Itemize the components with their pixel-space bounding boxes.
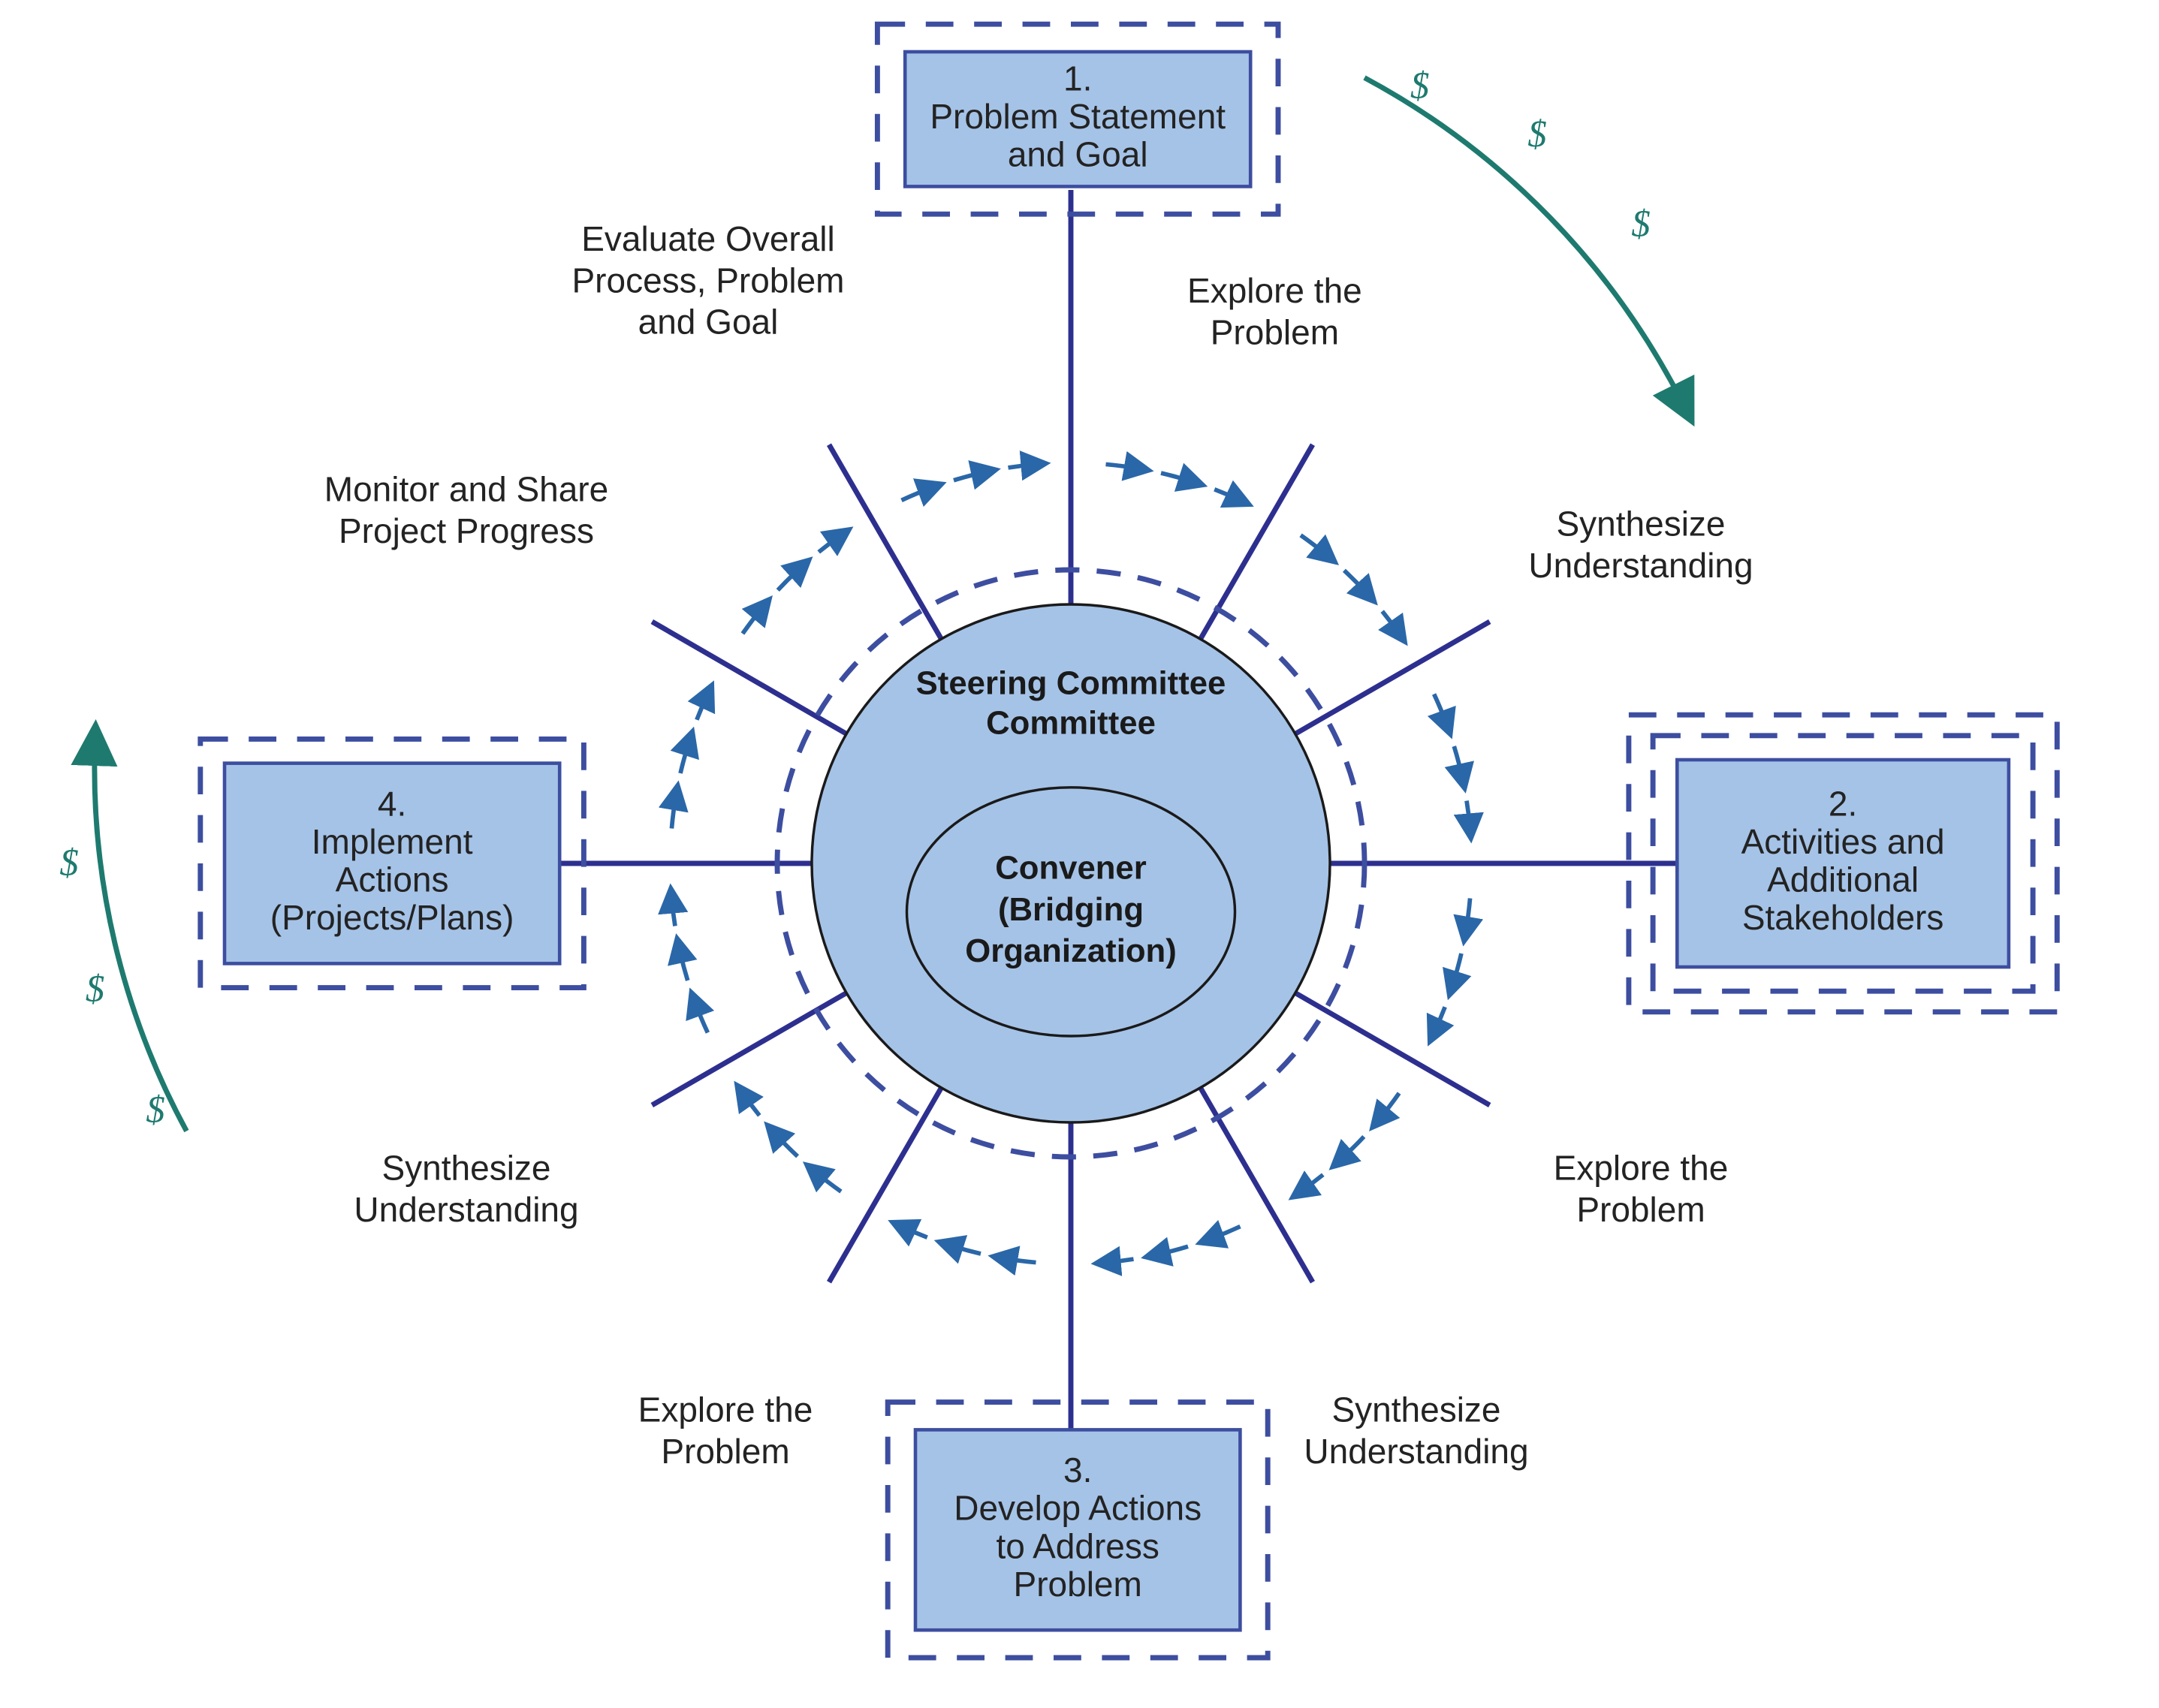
box-4: 4.ImplementActions(Projects/Plans) [201,739,584,987]
flow-arrow-seg [774,1132,798,1156]
dollar-icon: $ [146,1089,164,1131]
box-4-label: (Projects/Plans) [270,898,514,937]
spoke-label: Problem [661,1432,789,1471]
steering-committee-label-2: Committee [986,705,1156,742]
convener-label-1: Convener [995,850,1147,887]
dollar-icon: $ [1527,113,1546,155]
box-4-label: 4. [378,784,406,823]
box-4-label: Implement [312,822,473,861]
flow-arrow-seg [1301,1175,1323,1191]
spoke-label: Monitor and Share [324,470,608,509]
flow-arrow-seg [1452,953,1461,986]
flow-arrow-seg [1454,746,1462,779]
steering-committee-label: Steering Committee [916,665,1226,702]
box-2-label: Activities and [1741,822,1945,861]
box-1-label: 1. [1063,59,1092,98]
box-1-label: Problem Statement [930,97,1226,136]
spoke-label: Project Progress [339,511,594,550]
flow-arrow-seg [1434,1007,1446,1032]
flow-arrow-seg [1379,1093,1399,1120]
dollar-icon: $ [1410,65,1429,107]
flow-arrow-seg [1209,1227,1240,1240]
flow-arrow-seg [671,795,676,828]
spoke-label: Explore the [1187,271,1362,310]
process-diagram: Steering CommitteeCommittee Convener (Brid… [0,0,2159,1692]
box-3-label: Problem [1014,1565,1142,1604]
flow-arrow-seg [743,607,763,634]
funding-bottom-left [95,743,187,1131]
spoke-label: Explore the [1554,1149,1729,1188]
box-1-label: and Goal [1008,134,1148,173]
flow-arrow-seg [1156,1246,1188,1255]
spoke-label: and Goal [638,303,779,342]
spoke-label: Process, Problem [571,261,844,300]
flow-arrow-seg [1466,899,1470,932]
flow-arrow-seg [1383,611,1399,634]
convener-label-2: (Bridging [998,891,1144,928]
flow-arrow-seg [1467,801,1470,829]
box-3-label: Develop Actions [954,1489,1202,1528]
flow-arrow-seg [1340,1137,1364,1160]
spoke-label: Synthesize [1556,505,1725,544]
flow-arrow-seg [1434,694,1447,724]
spoke-label: Understanding [354,1190,578,1229]
spoke-label: Understanding [1528,546,1753,585]
convener-label-3: Organization) [965,932,1177,969]
flow-arrow-seg [671,899,675,926]
dollar-icon: $ [86,968,104,1010]
flow-arrow-seg [697,694,708,719]
flow-arrow-seg [1214,490,1240,501]
flow-arrow-seg [948,1245,981,1254]
box-3-label: 3. [1063,1450,1092,1490]
flow-arrow-seg [1161,473,1193,482]
spoke-label: Explore the [638,1390,813,1429]
flow-arrow-seg [954,471,986,480]
flow-arrow-seg [1009,464,1036,468]
flow-arrow-seg [778,567,802,590]
flow-arrow-seg [901,487,932,500]
spoke-label: Problem [1576,1190,1705,1229]
box-2: 2.Activities andAdditionalStakeholders [1629,715,2057,1012]
flow-arrow-seg [680,741,689,773]
flow-arrow-seg [901,1227,927,1238]
flow-arrow-seg [1106,464,1139,468]
spoke-label: Synthesize [1331,1390,1500,1429]
spoke-label: Problem [1211,312,1339,351]
spoke-label: Synthesize [381,1149,550,1188]
box-2-label: Additional [1767,860,1919,899]
box-3: 3.Develop Actionsto AddressProblem [888,1402,1268,1658]
spoke-label: Understanding [1304,1432,1528,1471]
box-4-label: Actions [336,860,449,899]
flow-arrow-seg [695,1002,707,1032]
spoke-label: Evaluate Overall [581,219,835,258]
flow-arrow-seg [819,535,841,552]
box-2-label: Stakeholders [1742,898,1944,937]
box-2-label: 2. [1829,784,1857,823]
box-1: 1.Problem Statementand Goal [877,24,1278,214]
flow-arrow-seg [1106,1259,1134,1263]
dollar-icon: $ [59,842,78,884]
flow-arrow-seg [1301,535,1328,556]
dollar-icon: $ [1631,203,1650,245]
flow-arrow-seg [1003,1258,1036,1263]
box-3-label: to Address [997,1526,1159,1565]
flow-arrow-seg [743,1093,759,1116]
flow-arrow-seg [1344,571,1367,595]
flow-arrow-seg [679,948,687,981]
flow-arrow-seg [814,1171,841,1191]
